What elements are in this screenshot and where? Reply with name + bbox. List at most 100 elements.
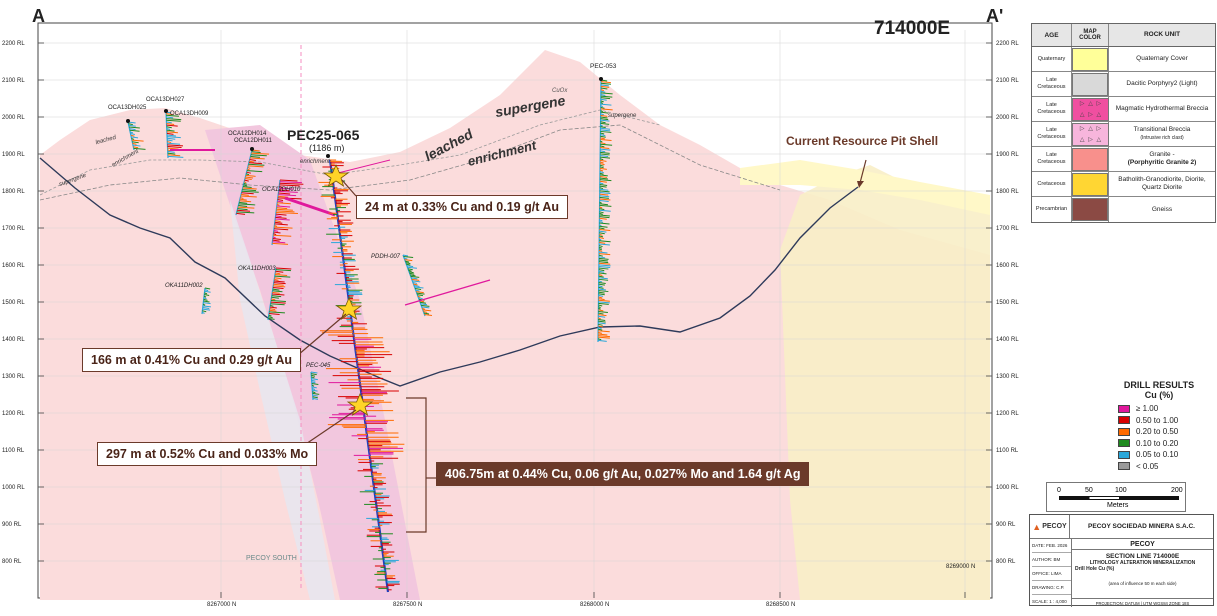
assay-bar bbox=[166, 114, 180, 117]
legend-unit-name: Batholith-Granodiorite, Diorite, Quartz … bbox=[1118, 176, 1206, 191]
assay-bar bbox=[600, 84, 609, 87]
supergene-small-label: supergene bbox=[608, 113, 637, 119]
assay-bar bbox=[600, 98, 607, 101]
assay-bar bbox=[269, 308, 276, 311]
tb-subtitle2: Drill Hole Cu (%) bbox=[1075, 566, 1115, 572]
assay-bar bbox=[422, 307, 426, 310]
arrow-head bbox=[857, 181, 864, 188]
assay-bar bbox=[279, 184, 300, 187]
assay-bar bbox=[167, 136, 181, 139]
hole-label: OCA12DH014 bbox=[228, 131, 267, 137]
assay-bar bbox=[167, 149, 171, 152]
assay-bar bbox=[272, 239, 280, 242]
assay-bar bbox=[271, 298, 276, 301]
assay-bar bbox=[276, 203, 280, 206]
assay-bar bbox=[598, 296, 603, 299]
assay-bar bbox=[598, 317, 601, 320]
rl-label: 1400 RL bbox=[2, 337, 25, 343]
assay-bar bbox=[599, 211, 604, 214]
northing-label: 8267000 N bbox=[207, 602, 236, 608]
assay-bar bbox=[408, 271, 414, 274]
tb-author: AUTHOR: BM bbox=[1032, 553, 1071, 567]
assay-bar bbox=[599, 192, 611, 195]
assay-bar bbox=[598, 264, 611, 267]
assay-bar bbox=[598, 270, 605, 273]
grid-lines bbox=[38, 30, 992, 598]
assay-bar bbox=[269, 311, 285, 314]
assay-bar bbox=[598, 309, 604, 312]
assay-bar bbox=[598, 298, 605, 301]
assay-bar bbox=[600, 127, 611, 130]
assay-bar bbox=[311, 373, 317, 376]
assay-bar bbox=[600, 122, 610, 125]
rock-unit-legend: AGE MAP COLOR ROCK UNIT Quaternary Quate… bbox=[1031, 23, 1216, 223]
assay-bar bbox=[600, 114, 608, 117]
rl-label: 2000 RL bbox=[2, 115, 25, 121]
assay-bar bbox=[132, 141, 139, 144]
assay-bar bbox=[599, 179, 612, 182]
assay-bar bbox=[166, 119, 181, 122]
assay-bar bbox=[598, 274, 603, 276]
assay-bar bbox=[598, 254, 603, 257]
bin-label: 0.20 to 0.50 bbox=[1136, 427, 1179, 437]
logo-text: PECOY bbox=[1042, 523, 1067, 530]
assay-bar bbox=[600, 150, 606, 153]
assay-bar bbox=[276, 207, 288, 210]
assay-bar bbox=[276, 205, 291, 208]
tb-projection: PROJECTION: DATUM | UTM WGS84 ZONE 18S bbox=[1072, 598, 1213, 607]
section-easting-title: 714000E bbox=[874, 18, 951, 39]
assay-bar bbox=[248, 163, 265, 166]
assay-bar bbox=[133, 146, 139, 149]
legend-unit-name: Gneiss bbox=[1151, 205, 1173, 213]
legend-row: Late Cretaceous ▷ △ ▷ △ ▷ △ Transitional … bbox=[1032, 122, 1215, 147]
assay-bar bbox=[167, 147, 179, 150]
legend-unit-name: Transitional Breccia bbox=[1133, 126, 1191, 133]
assay-bar bbox=[406, 263, 411, 266]
section-end-label: A' bbox=[986, 6, 1004, 26]
assay-bar bbox=[598, 251, 608, 254]
assay-bar bbox=[407, 266, 417, 269]
assay-bar bbox=[600, 137, 605, 140]
assay-bar bbox=[598, 246, 603, 249]
legend-unit-name: Quaternary Cover bbox=[1136, 55, 1188, 62]
assay-bar bbox=[130, 133, 135, 136]
assay-bar bbox=[311, 386, 317, 389]
assay-bar bbox=[599, 198, 611, 201]
assay-bar bbox=[598, 267, 609, 270]
assay-bar bbox=[600, 116, 608, 119]
assay-bar bbox=[246, 171, 251, 174]
hole-label: OKA11DH002 bbox=[165, 283, 203, 289]
star-marker bbox=[346, 393, 374, 416]
leached-small-label: leached bbox=[95, 135, 117, 146]
assay-bar bbox=[238, 203, 256, 206]
legend-swatch bbox=[1072, 147, 1109, 171]
assay-bar bbox=[204, 287, 211, 290]
assay-bar bbox=[239, 200, 252, 203]
assay-bar bbox=[244, 178, 252, 181]
bin-swatch bbox=[1118, 439, 1130, 448]
assay-bar bbox=[250, 155, 260, 158]
assay-bar bbox=[166, 116, 174, 119]
legend-swatch bbox=[1072, 197, 1109, 222]
assay-bar bbox=[166, 129, 175, 132]
rl-label: 1500 RL bbox=[2, 300, 25, 306]
star-marker bbox=[335, 297, 363, 320]
assay-bar bbox=[416, 291, 424, 294]
legend-row: Late Cretaceous ▷ △ ▷ △ ▷ △ Magmatic Hydr… bbox=[1032, 97, 1215, 122]
assay-bar bbox=[600, 81, 611, 84]
assay-bar bbox=[133, 147, 146, 150]
bin-swatch bbox=[1118, 450, 1130, 459]
assay-bar bbox=[243, 184, 248, 187]
assay-bar bbox=[268, 314, 272, 317]
assay-bar bbox=[403, 257, 408, 260]
assay-bar bbox=[599, 188, 609, 191]
assay-bar bbox=[598, 312, 604, 315]
legend-age: Quaternary bbox=[1032, 47, 1072, 71]
assay-bar bbox=[600, 132, 605, 135]
hole-label: OCA12DH011 bbox=[234, 138, 273, 144]
assay-bar bbox=[598, 328, 603, 331]
assay-bar bbox=[415, 288, 422, 291]
assay-bar bbox=[598, 333, 608, 336]
legend-unit: Gneiss bbox=[1109, 206, 1215, 214]
assay-bar bbox=[237, 209, 251, 212]
